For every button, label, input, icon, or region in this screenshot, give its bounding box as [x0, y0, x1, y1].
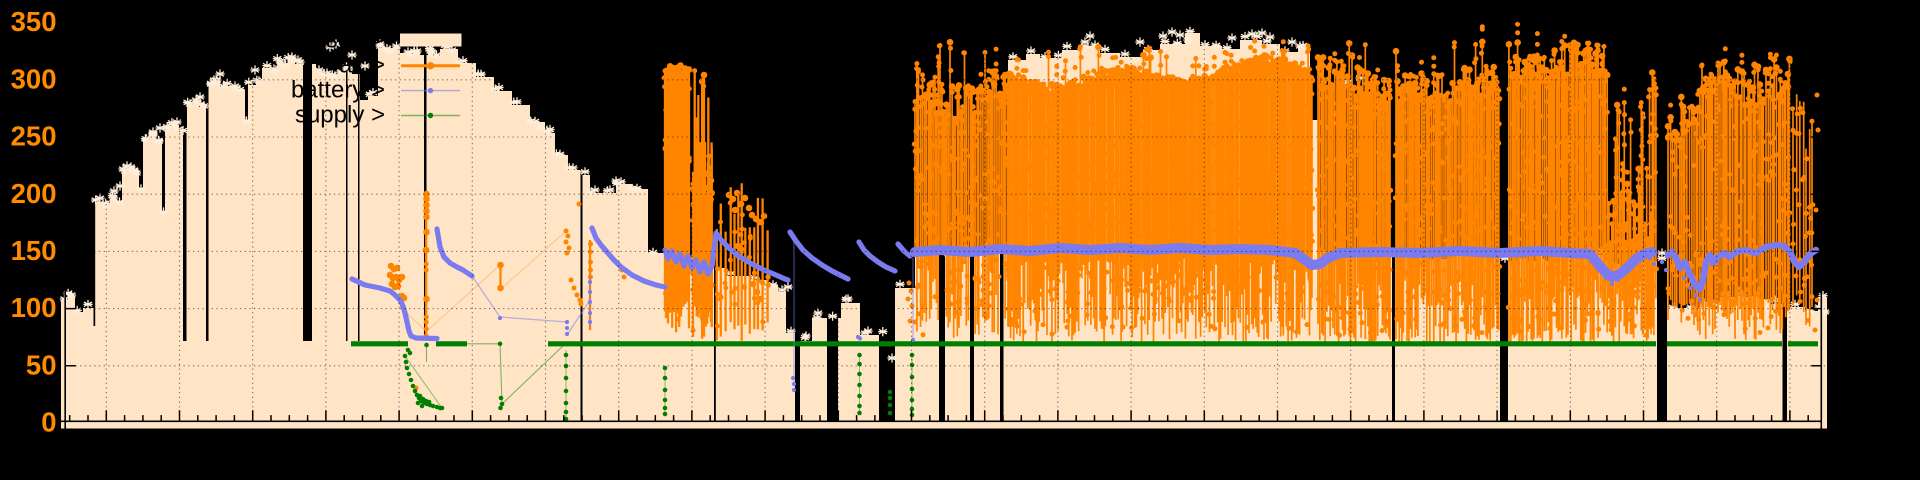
svg-text:50: 50 [26, 349, 57, 380]
svg-text:used >: used > [312, 27, 385, 54]
svg-text:150: 150 [11, 235, 57, 266]
svg-text:100: 100 [11, 292, 57, 323]
svg-text:battery >: battery > [291, 77, 385, 104]
svg-text:350: 350 [11, 6, 57, 37]
svg-text:250: 250 [11, 121, 57, 152]
svg-text:ac >: ac > [339, 52, 385, 79]
svg-text:0: 0 [41, 407, 56, 438]
svg-text:300: 300 [11, 63, 57, 94]
svg-text:supply >: supply > [295, 102, 385, 129]
svg-text:200: 200 [11, 178, 57, 209]
